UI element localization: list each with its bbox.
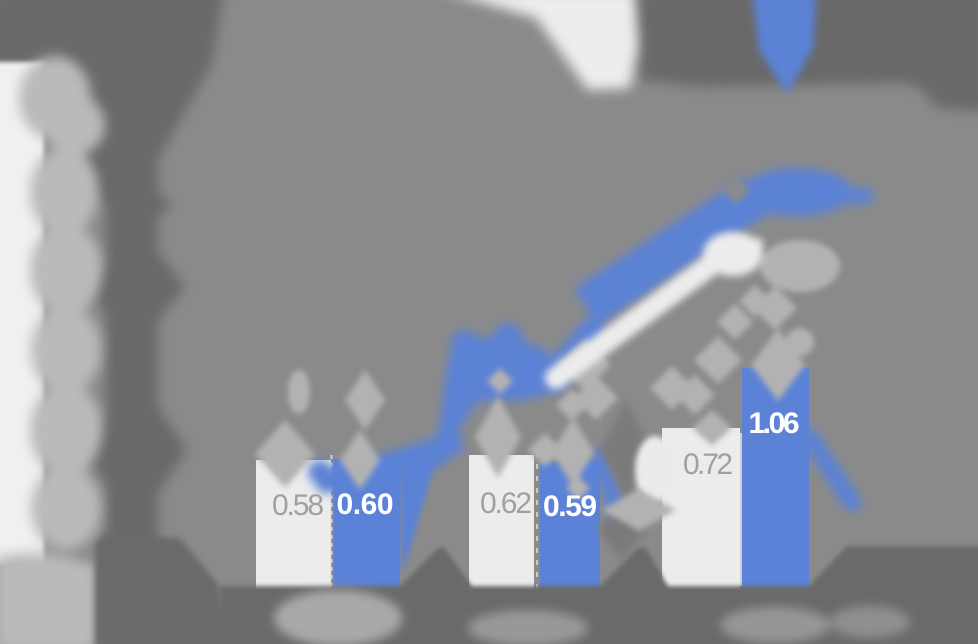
svg-text:0.72: 0.72: [683, 448, 733, 481]
svg-text:0.59: 0.59: [543, 490, 597, 523]
svg-text:0.58: 0.58: [272, 489, 324, 522]
svg-text:0.62: 0.62: [480, 487, 532, 520]
svg-text:1.06: 1.06: [749, 407, 800, 440]
svg-text:0.60: 0.60: [337, 488, 394, 521]
